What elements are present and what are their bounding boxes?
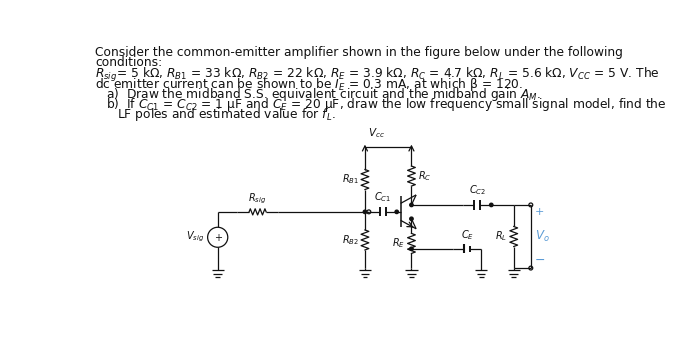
Circle shape [410, 203, 413, 207]
Text: $V_{cc}$: $V_{cc}$ [368, 127, 385, 140]
Circle shape [489, 203, 493, 207]
Text: $R_{sig}$= 5 kΩ, $R_{B1}$ = 33 kΩ, $R_{B2}$ = 22 kΩ, $R_E$ = 3.9 kΩ, $R_C$ = 4.7: $R_{sig}$= 5 kΩ, $R_{B1}$ = 33 kΩ, $R_{B… [95, 65, 660, 84]
Text: $C_{C2}$: $C_{C2}$ [469, 183, 486, 197]
Text: $R_E$: $R_E$ [392, 237, 405, 250]
Text: −: − [535, 253, 545, 267]
Text: conditions:: conditions: [95, 56, 162, 69]
Text: $R_C$: $R_C$ [418, 169, 431, 183]
Text: a)  Draw the midband S.S. equivalent circuit and the midband gain $A_M$.: a) Draw the midband S.S. equivalent circ… [106, 86, 541, 103]
Circle shape [410, 217, 413, 221]
Text: +: + [535, 207, 544, 217]
Text: $R_{sig}$: $R_{sig}$ [248, 191, 267, 206]
Text: $R_L$: $R_L$ [496, 229, 508, 243]
Circle shape [395, 210, 398, 213]
Text: $C_{C1}$: $C_{C1}$ [374, 190, 391, 204]
Text: +: + [214, 233, 223, 243]
Circle shape [363, 210, 367, 213]
Circle shape [410, 247, 413, 251]
Text: $R_{B1}$: $R_{B1}$ [342, 173, 358, 187]
Text: $R_{B2}$: $R_{B2}$ [342, 233, 358, 247]
Text: b)  If $C_{C1}$ = $C_{C2}$ = 1 μF and $C_E$ = 20 μF, draw the low frequency smal: b) If $C_{C1}$ = $C_{C2}$ = 1 μF and $C_… [106, 97, 666, 113]
Text: dc emitter current can be shown to be $I_E$ = 0.3 mA, at which β = 120.: dc emitter current can be shown to be $I… [95, 76, 524, 93]
Text: LF poles and estimated value for $f_L$.: LF poles and estimated value for $f_L$. [117, 106, 336, 123]
Text: Consider the common-emitter amplifier shown in the figure below under the follow: Consider the common-emitter amplifier sh… [95, 46, 623, 59]
Text: $V_{sig}$: $V_{sig}$ [186, 230, 204, 244]
Text: $V_o$: $V_o$ [535, 229, 550, 244]
Text: $C_E$: $C_E$ [461, 228, 474, 242]
